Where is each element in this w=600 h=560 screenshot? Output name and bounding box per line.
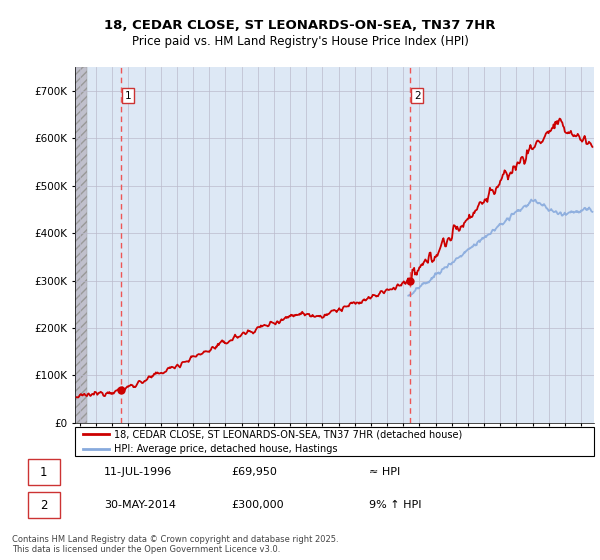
Text: Price paid vs. HM Land Registry's House Price Index (HPI): Price paid vs. HM Land Registry's House …	[131, 35, 469, 49]
Text: 1: 1	[40, 465, 47, 479]
Text: ≈ HPI: ≈ HPI	[369, 467, 400, 477]
Text: £69,950: £69,950	[231, 467, 277, 477]
FancyBboxPatch shape	[28, 459, 60, 485]
Text: 2: 2	[40, 498, 47, 512]
Text: HPI: Average price, detached house, Hastings: HPI: Average price, detached house, Hast…	[114, 444, 337, 454]
Text: 11-JUL-1996: 11-JUL-1996	[104, 467, 172, 477]
Text: 9% ↑ HPI: 9% ↑ HPI	[369, 500, 422, 510]
Text: 2: 2	[414, 91, 421, 101]
FancyBboxPatch shape	[75, 427, 594, 456]
Bar	[75, 67, 87, 423]
FancyBboxPatch shape	[28, 492, 60, 518]
Text: 18, CEDAR CLOSE, ST LEONARDS-ON-SEA, TN37 7HR (detached house): 18, CEDAR CLOSE, ST LEONARDS-ON-SEA, TN3…	[114, 429, 462, 439]
Text: 18, CEDAR CLOSE, ST LEONARDS-ON-SEA, TN37 7HR: 18, CEDAR CLOSE, ST LEONARDS-ON-SEA, TN3…	[104, 18, 496, 32]
Text: £300,000: £300,000	[231, 500, 284, 510]
Text: 30-MAY-2014: 30-MAY-2014	[104, 500, 176, 510]
Text: 1: 1	[125, 91, 131, 101]
Text: Contains HM Land Registry data © Crown copyright and database right 2025.
This d: Contains HM Land Registry data © Crown c…	[12, 535, 338, 554]
